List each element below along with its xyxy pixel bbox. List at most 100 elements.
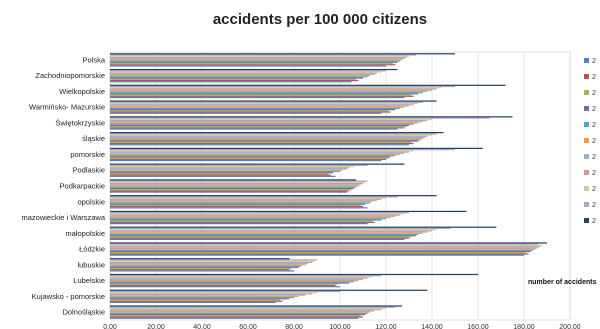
bar [110, 61, 398, 63]
bar [110, 265, 301, 267]
bar [110, 276, 373, 278]
legend-swatch [584, 170, 589, 175]
bar [110, 55, 409, 57]
bar [110, 133, 437, 135]
bar [110, 190, 350, 192]
bar [110, 79, 359, 82]
bar [110, 75, 370, 77]
bar [110, 53, 455, 55]
x-tick-label: 160.00 [467, 324, 489, 329]
x-tick-label: 140.00 [421, 324, 443, 329]
bar [110, 73, 375, 76]
bar [110, 128, 398, 130]
bar [110, 204, 361, 207]
bar [110, 92, 423, 94]
bar [110, 180, 368, 182]
bar [110, 279, 359, 282]
bar [110, 259, 317, 261]
bar [110, 151, 409, 153]
bar [110, 189, 352, 191]
bar [110, 283, 338, 285]
bar [110, 187, 354, 190]
bar [110, 76, 368, 78]
category-label: Warmińsko- Mazurskie [29, 103, 105, 112]
bar [110, 106, 405, 108]
bars [110, 53, 547, 319]
bar [110, 286, 340, 288]
bar [110, 156, 391, 158]
category-label: lubuskie [77, 260, 105, 269]
bar [110, 78, 357, 80]
legend-entry: 2 [592, 218, 596, 225]
bar [110, 142, 414, 145]
bar [110, 246, 541, 248]
bar [110, 64, 396, 66]
category-labels: Dolnośląskie Kujawsko - pomorskie Lubelski… [22, 55, 106, 316]
category-label: Polska [82, 55, 105, 64]
bar [110, 167, 350, 169]
bar [110, 85, 455, 88]
bar [110, 164, 368, 166]
bar [110, 58, 405, 60]
bar [110, 315, 361, 317]
bar [110, 298, 290, 300]
x-tick-label: 120.00 [375, 324, 397, 329]
category-label: Łódzkie [79, 245, 105, 254]
bar [110, 309, 382, 311]
bar [110, 275, 382, 277]
bar [110, 227, 451, 230]
bar [110, 311, 370, 313]
bar [110, 116, 513, 118]
category-label: opolskie [77, 197, 105, 206]
bar [110, 296, 294, 299]
bar [110, 290, 340, 293]
bar [110, 94, 412, 96]
bar [110, 266, 299, 268]
bar [110, 170, 340, 173]
bar [110, 305, 403, 307]
bar [110, 197, 386, 199]
bar [110, 70, 386, 72]
bar [110, 125, 407, 128]
bar [110, 312, 368, 314]
category-label: małopolskie [65, 229, 105, 238]
bar [110, 202, 370, 204]
bar [110, 71, 382, 73]
category-label: Świętokrzyskie [55, 118, 105, 127]
bar [110, 88, 437, 90]
bar [110, 144, 409, 146]
bar [110, 238, 405, 240]
bar [110, 289, 428, 291]
bar [110, 139, 421, 141]
bar [110, 136, 426, 139]
bar [110, 306, 396, 308]
bar [110, 242, 547, 244]
bar [110, 236, 412, 238]
bar [110, 148, 455, 151]
chart-title: accidents per 100 000 citizens [213, 11, 427, 28]
bar [110, 152, 405, 154]
bar [110, 102, 419, 105]
bar [110, 191, 347, 193]
bar [110, 163, 405, 165]
legend-entry: 2 [592, 58, 596, 65]
bar [110, 169, 343, 171]
bar [110, 54, 416, 56]
bar [110, 122, 419, 124]
bar [110, 111, 391, 113]
bar [110, 213, 405, 215]
bar [110, 101, 423, 103]
legend-swatch [584, 106, 589, 111]
category-label: Podkarpackie [60, 182, 105, 191]
bar [110, 294, 306, 296]
legend-swatch [584, 138, 589, 143]
bar [110, 206, 363, 208]
bar [110, 300, 283, 302]
bar [110, 243, 538, 245]
x-tick-label: 180.00 [513, 324, 535, 329]
bar [110, 181, 366, 183]
bar [110, 223, 368, 225]
bar [110, 168, 347, 170]
bar [110, 127, 405, 129]
legend-entry: 2 [592, 90, 596, 97]
